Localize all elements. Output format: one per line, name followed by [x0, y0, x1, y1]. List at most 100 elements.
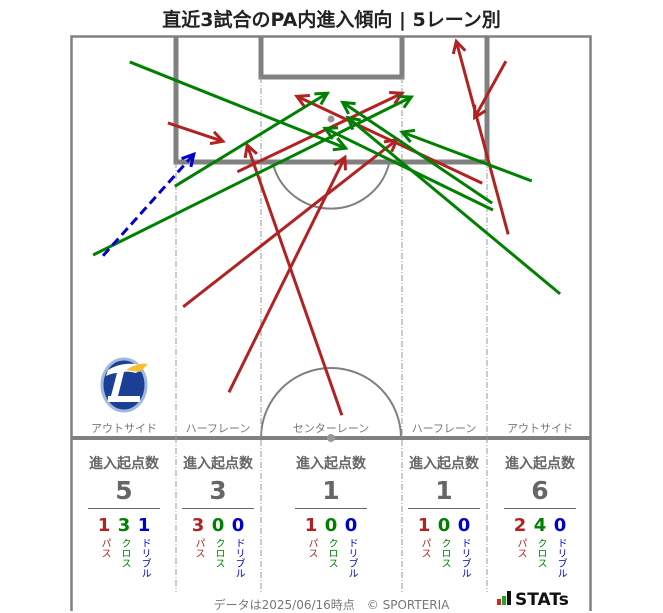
cross-arrow-line	[92, 95, 412, 257]
lane-cross-count-center: 0	[324, 515, 338, 536]
cross-arrow-line	[129, 60, 347, 150]
penalty-arc	[272, 163, 390, 210]
lane-pass-count-left-half: 3	[191, 515, 205, 536]
pass-arrow	[236, 91, 405, 174]
lane-divider-rule	[504, 508, 576, 509]
cross-arrowhead	[398, 95, 415, 109]
lane-label-left-outside: アウトサイド	[91, 422, 157, 435]
club-crest-icon	[100, 357, 148, 413]
pitch-outline	[70, 35, 592, 611]
lane-pass-label: パス	[99, 538, 110, 558]
lane-dribble-count-center: 0	[344, 515, 358, 536]
lane-heading-left-outside: 進入起点数	[89, 456, 159, 472]
center-circle	[260, 367, 402, 439]
lane-dribble-label: ドリブル	[346, 538, 357, 578]
pass-arrow	[243, 142, 344, 416]
pass-arrowhead	[333, 154, 347, 171]
lane-divider-rule	[88, 508, 160, 509]
stats-brand-logo: STATs	[497, 590, 569, 610]
lane-dribble-count-right-outside: 0	[553, 515, 567, 536]
cross-arrowhead	[399, 128, 416, 143]
pass-arrow	[451, 38, 510, 235]
cross-arrow-line	[173, 91, 329, 188]
lane-dribble-count-left-outside: 1	[137, 515, 151, 536]
lane-pass-count-center: 1	[304, 515, 318, 536]
lane-cross-label: クロス	[326, 538, 337, 568]
cross-arrowhead	[314, 91, 331, 106]
lane-heading-right-outside: 進入起点数	[505, 456, 575, 472]
lane-cross-label: クロス	[119, 538, 130, 568]
lane-pass-label: パス	[193, 538, 204, 558]
lane-label-center: センターレーン	[293, 422, 369, 435]
dribble-arrow-line	[101, 153, 195, 257]
pass-arrowhead	[451, 38, 467, 55]
pass-arrowhead	[294, 93, 310, 108]
lane-pass-label: パス	[419, 538, 430, 558]
cross-arrow	[129, 60, 349, 152]
pass-arrowhead	[389, 91, 405, 105]
lane-dribble-label: ドリブル	[139, 538, 150, 578]
cross-arrow-line	[341, 101, 494, 205]
cross-arrow	[340, 100, 494, 205]
lane-pass-label: パス	[515, 538, 526, 558]
pass-arrowhead	[473, 104, 487, 121]
pass-arrow-line	[236, 91, 403, 174]
lane-pass-count-right-outside: 2	[513, 515, 527, 536]
lane-total-left-outside: 5	[115, 476, 133, 505]
cross-arrow-line	[347, 116, 562, 296]
pass-arrow	[473, 60, 508, 121]
lane-label-left-half: ハーフレーン	[186, 422, 251, 435]
dribble-arrowhead	[181, 151, 196, 168]
pass-arrow	[182, 137, 400, 309]
cross-arrow	[399, 128, 533, 183]
lane-cross-count-right-outside: 4	[533, 515, 547, 536]
lane-heading-right-half: 進入起点数	[409, 456, 479, 472]
cross-arrowhead	[345, 115, 362, 131]
lane-total-center: 1	[322, 476, 340, 505]
lane-label-right-outside: アウトサイド	[507, 422, 573, 435]
lane-total-right-outside: 6	[531, 476, 549, 505]
lane-label-right-half: ハーフレーン	[412, 422, 477, 435]
lane-cross-label: クロス	[213, 538, 224, 568]
cross-arrowhead	[332, 137, 349, 152]
cross-arrow-line	[401, 130, 533, 183]
pass-arrow-line	[167, 121, 224, 143]
penalty-spot	[327, 115, 335, 123]
lane-pass-label: パス	[306, 538, 317, 558]
penalty-area	[173, 36, 490, 165]
pass-arrowhead	[243, 142, 258, 159]
pass-arrow-line	[245, 144, 344, 416]
footer-credit: データは2025/06/16時点 © SPORTERIA	[213, 598, 450, 612]
dribble-arrow	[101, 151, 196, 257]
lane-cross-count-left-half: 0	[211, 515, 225, 536]
goal-area	[258, 36, 405, 80]
pass-arrow-line	[454, 40, 510, 235]
lane-heading-left-half: 進入起点数	[183, 456, 253, 472]
lane-dribble-label: ドリブル	[459, 538, 470, 578]
center-spot	[327, 434, 335, 442]
lane-cross-count-left-outside: 3	[117, 515, 131, 536]
lane-cross-label: クロス	[535, 538, 546, 568]
chart-title: 直近3試合のPA内進入傾向 | 5レーン別	[162, 9, 501, 31]
cross-arrowhead	[322, 126, 339, 140]
lane-dribble-label: ドリブル	[233, 538, 244, 578]
lane-total-right-half: 1	[435, 476, 453, 505]
lane-cross-count-right-half: 0	[437, 515, 451, 536]
lane-pass-count-right-half: 1	[417, 515, 431, 536]
lane-divider-rule	[295, 508, 367, 509]
pass-arrow-line	[182, 138, 398, 309]
lane-dribble-count-right-half: 0	[457, 515, 471, 536]
pass-arrow	[167, 121, 226, 146]
lane-divider-rule	[182, 508, 254, 509]
lane-pass-count-left-outside: 1	[97, 515, 111, 536]
cross-arrow	[173, 91, 331, 188]
brand-text: STATs	[515, 590, 569, 610]
lane-total-left-half: 3	[209, 476, 227, 505]
lane-divider-rule	[408, 508, 480, 509]
lane-cross-label: クロス	[439, 538, 450, 568]
lane-heading-center: 進入起点数	[296, 456, 366, 472]
lane-dribble-label: ドリブル	[555, 538, 566, 578]
pass-arrow-line	[473, 60, 508, 119]
cross-arrow	[92, 95, 415, 257]
